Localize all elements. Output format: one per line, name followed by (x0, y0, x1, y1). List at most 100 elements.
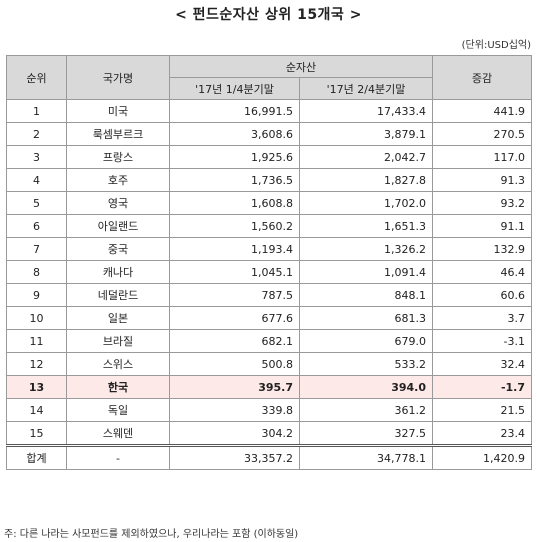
cell-rank: 14 (6, 398, 67, 422)
cell-change: 60.6 (432, 283, 532, 307)
table-row: 15 스웨덴 304.2 327.5 23.4 (6, 421, 532, 446)
table-row: 5 영국 1,608.8 1,702.0 93.2 (6, 191, 532, 215)
cell-rank: 11 (6, 329, 67, 353)
cell-q2: 848.1 (299, 283, 433, 307)
header-change: 증감 (432, 55, 532, 100)
cell-q1: 1,045.1 (169, 260, 300, 284)
cell-q2: 681.3 (299, 306, 433, 330)
cell-country: 일본 (66, 306, 170, 330)
cell-q1: 682.1 (169, 329, 300, 353)
cell-q1: 677.6 (169, 306, 300, 330)
cell-q2: 1,091.4 (299, 260, 433, 284)
cell-q2: 394.0 (299, 375, 433, 399)
table-row: 13 한국 395.7 394.0 -1.7 (6, 375, 532, 399)
unit-label: (단위:USD십억) (461, 40, 531, 51)
cell-country: 독일 (66, 398, 170, 422)
cell-q2: 1,827.8 (299, 168, 433, 192)
cell-q1: 500.8 (169, 352, 300, 376)
total-change: 1,420.9 (432, 444, 532, 470)
cell-country: 호주 (66, 168, 170, 192)
cell-q1: 1,560.2 (169, 214, 300, 238)
cell-rank: 2 (6, 122, 67, 146)
cell-q1: 1,193.4 (169, 237, 300, 261)
cell-change: -3.1 (432, 329, 532, 353)
cell-q2: 679.0 (299, 329, 433, 353)
cell-country: 프랑스 (66, 145, 170, 169)
cell-q2: 327.5 (299, 421, 433, 446)
cell-change: 132.9 (432, 237, 532, 261)
total-row: 합계 - 33,357.2 34,778.1 1,420.9 (6, 444, 532, 470)
cell-q1: 339.8 (169, 398, 300, 422)
cell-q1: 3,608.6 (169, 122, 300, 146)
table-row: 12 스위스 500.8 533.2 32.4 (6, 352, 532, 376)
cell-change: 21.5 (432, 398, 532, 422)
header-net-assets: 순자산 (169, 55, 433, 78)
cell-rank: 15 (6, 421, 67, 446)
table-row: 10 일본 677.6 681.3 3.7 (6, 306, 532, 330)
total-q1: 33,357.2 (169, 444, 300, 470)
cell-rank: 4 (6, 168, 67, 192)
table-row: 9 네덜란드 787.5 848.1 60.6 (6, 283, 532, 307)
table-row: 11 브라질 682.1 679.0 -3.1 (6, 329, 532, 353)
cell-rank: 8 (6, 260, 67, 284)
cell-change: 32.4 (432, 352, 532, 376)
cell-change: 441.9 (432, 99, 532, 123)
total-q2: 34,778.1 (299, 444, 433, 470)
table-row: 6 아일랜드 1,560.2 1,651.3 91.1 (6, 214, 532, 238)
cell-country: 중국 (66, 237, 170, 261)
cell-change: 91.1 (432, 214, 532, 238)
table-row: 2 룩셈부르크 3,608.6 3,879.1 270.5 (6, 122, 532, 146)
cell-rank: 9 (6, 283, 67, 307)
cell-country: 네덜란드 (66, 283, 170, 307)
cell-rank: 12 (6, 352, 67, 376)
cell-rank: 13 (6, 375, 67, 399)
cell-q1: 395.7 (169, 375, 300, 399)
table-row: 7 중국 1,193.4 1,326.2 132.9 (6, 237, 532, 261)
cell-country: 한국 (66, 375, 170, 399)
cell-country: 브라질 (66, 329, 170, 353)
table-row: 3 프랑스 1,925.6 2,042.7 117.0 (6, 145, 532, 169)
cell-q1: 787.5 (169, 283, 300, 307)
total-label: 합계 (6, 444, 67, 470)
cell-change: 46.4 (432, 260, 532, 284)
cell-q1: 1,736.5 (169, 168, 300, 192)
cell-q1: 1,925.6 (169, 145, 300, 169)
cell-country: 룩셈부르크 (66, 122, 170, 146)
cell-change: 117.0 (432, 145, 532, 169)
cell-q2: 17,433.4 (299, 99, 433, 123)
total-country: - (66, 444, 170, 470)
cell-country: 스웨덴 (66, 421, 170, 446)
cell-q2: 361.2 (299, 398, 433, 422)
cell-change: -1.7 (432, 375, 532, 399)
cell-change: 93.2 (432, 191, 532, 215)
footnote: 주: 다른 나라는 사모펀드를 제외하였으나, 우리나라는 포함 (이하동일) (4, 529, 299, 540)
table-title: < 펀드순자산 상위 15개국 > (175, 7, 362, 23)
cell-rank: 6 (6, 214, 67, 238)
cell-q2: 2,042.7 (299, 145, 433, 169)
cell-q2: 1,702.0 (299, 191, 433, 215)
header-rank: 순위 (6, 55, 67, 100)
cell-rank: 7 (6, 237, 67, 261)
cell-country: 스위스 (66, 352, 170, 376)
cell-q1: 16,991.5 (169, 99, 300, 123)
cell-change: 270.5 (432, 122, 532, 146)
cell-q2: 1,326.2 (299, 237, 433, 261)
table-row: 14 독일 339.8 361.2 21.5 (6, 398, 532, 422)
cell-country: 미국 (66, 99, 170, 123)
cell-rank: 10 (6, 306, 67, 330)
header-country: 국가명 (66, 55, 170, 100)
cell-change: 91.3 (432, 168, 532, 192)
header-q2: '17년 2/4분기말 (299, 77, 433, 100)
cell-q1: 304.2 (169, 421, 300, 446)
cell-country: 아일랜드 (66, 214, 170, 238)
cell-rank: 3 (6, 145, 67, 169)
cell-change: 23.4 (432, 421, 532, 446)
cell-rank: 1 (6, 99, 67, 123)
cell-country: 영국 (66, 191, 170, 215)
table-row: 4 호주 1,736.5 1,827.8 91.3 (6, 168, 532, 192)
cell-q1: 1,608.8 (169, 191, 300, 215)
table-row: 8 캐나다 1,045.1 1,091.4 46.4 (6, 260, 532, 284)
cell-country: 캐나다 (66, 260, 170, 284)
cell-change: 3.7 (432, 306, 532, 330)
